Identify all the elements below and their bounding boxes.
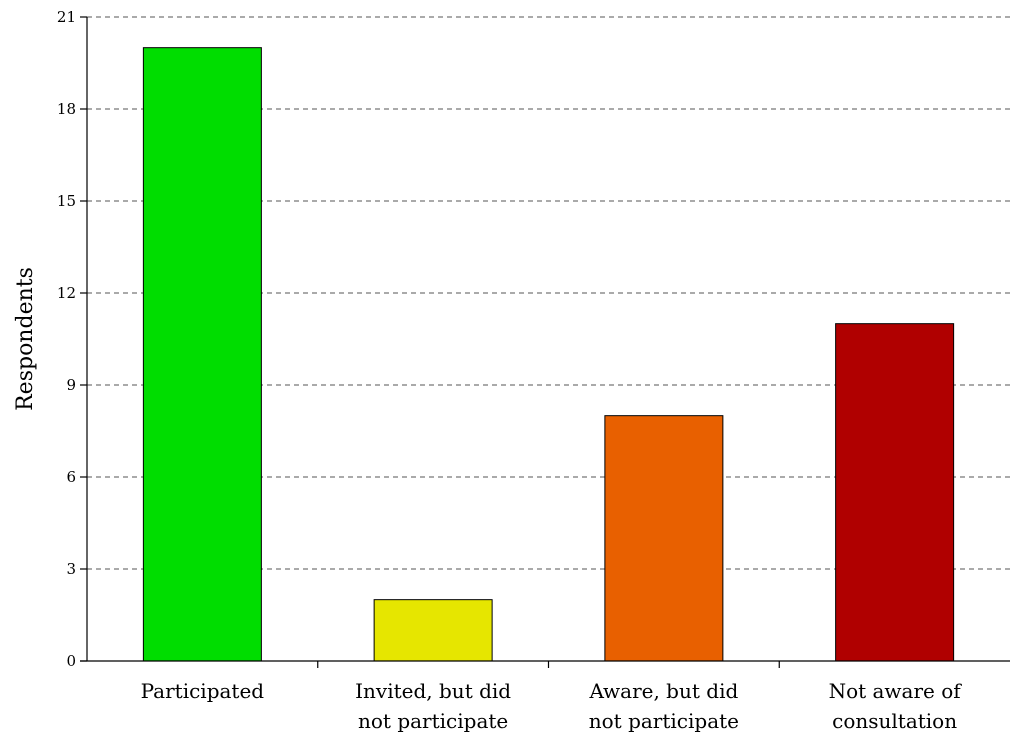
x-category-label: Aware, but did not participate: [588, 679, 739, 733]
y-tick-label: 9: [66, 376, 76, 394]
bar: [142, 47, 262, 662]
x-category-label-line: not participate: [589, 709, 739, 733]
y-tick-labels: 0 3 6 9 12 15 18 21: [57, 8, 87, 670]
x-category-label-line: not participate: [358, 709, 508, 733]
bar: [835, 323, 955, 662]
x-category-label-line: Participated: [141, 679, 265, 703]
x-category-label-line: Aware, but did: [588, 679, 738, 703]
x-category-label: Not aware of consultation: [829, 679, 963, 733]
x-category-label-line: Not aware of: [829, 679, 963, 703]
y-tick-label: 18: [57, 100, 76, 118]
y-axis-title: Respondents: [13, 267, 38, 411]
y-tick-label: 3: [66, 560, 76, 578]
x-category-label-line: Invited, but did: [355, 679, 511, 703]
y-tick-label: 0: [66, 652, 76, 670]
y-tick-label: 12: [57, 284, 76, 302]
y-tick-label: 21: [57, 8, 76, 26]
bar: [373, 599, 493, 662]
y-tick-label: 15: [57, 192, 76, 210]
axes: [80, 17, 1010, 662]
x-category-label: Invited, but did not participate: [355, 679, 511, 733]
x-category-label-line: consultation: [832, 709, 957, 733]
x-tick-labels: Participated Invited, but did not particip…: [141, 661, 963, 733]
bars: [142, 47, 955, 662]
y-tick-label: 6: [66, 468, 76, 486]
x-category-label: Participated: [141, 679, 265, 703]
bar: [604, 415, 724, 662]
